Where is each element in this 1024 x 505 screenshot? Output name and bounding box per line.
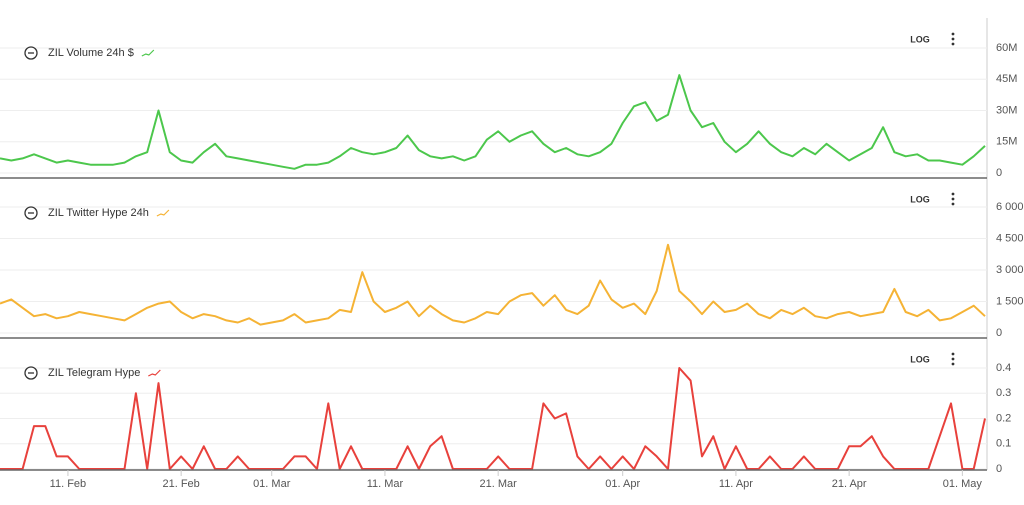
x-tick-label: 01. Mar: [253, 478, 291, 490]
menu-dot: [951, 202, 955, 206]
y-tick-label: 45M: [996, 73, 1017, 85]
legend-label[interactable]: ZIL Volume 24h $: [48, 47, 134, 59]
x-tick-label: 21. Apr: [832, 478, 867, 490]
x-tick-label: 21. Mar: [480, 478, 518, 490]
log-button[interactable]: LOG: [910, 354, 930, 364]
legend-icon: [148, 369, 161, 377]
menu-dot: [951, 37, 955, 41]
menu-dot: [951, 352, 955, 356]
log-button[interactable]: LOG: [910, 194, 930, 204]
y-tick-label: 0.1: [996, 438, 1011, 450]
y-tick-label: 4 500: [996, 232, 1024, 244]
x-tick-label: 21. Feb: [162, 478, 199, 490]
x-tick-label: 11. Mar: [367, 478, 404, 490]
y-tick-label: 0.3: [996, 387, 1011, 399]
menu-dot: [951, 197, 955, 201]
series-line: [0, 74, 986, 170]
x-tick-label: 01. May: [943, 478, 983, 490]
y-tick-label: 30M: [996, 104, 1017, 116]
menu-dot: [951, 32, 955, 36]
y-tick-label: 6 000: [996, 201, 1024, 213]
series-line: [0, 367, 986, 470]
y-tick-label: 0: [996, 463, 1002, 475]
y-tick-label: 3 000: [996, 264, 1024, 276]
legend-icon: [141, 49, 155, 57]
y-tick-label: 1 500: [996, 295, 1024, 307]
legend-label[interactable]: ZIL Telegram Hype: [48, 367, 140, 379]
y-tick-label: 60M: [996, 42, 1017, 54]
x-tick-label: 11. Apr: [719, 478, 753, 490]
menu-dot: [951, 362, 955, 366]
y-tick-label: 0: [996, 327, 1002, 339]
y-tick-label: 15M: [996, 136, 1017, 148]
menu-dot: [951, 42, 955, 46]
x-tick-label: 11. Feb: [50, 478, 87, 490]
log-button[interactable]: LOG: [910, 34, 930, 44]
y-tick-label: 0: [996, 167, 1002, 179]
legend-label[interactable]: ZIL Twitter Hype 24h: [48, 207, 149, 219]
x-tick-label: 01. Apr: [605, 478, 640, 490]
y-tick-label: 0.2: [996, 412, 1011, 424]
legend-icon: [156, 209, 170, 217]
menu-dot: [951, 357, 955, 361]
menu-dot: [951, 192, 955, 196]
y-tick-label: 0.4: [996, 362, 1011, 374]
series-line: [0, 243, 986, 326]
